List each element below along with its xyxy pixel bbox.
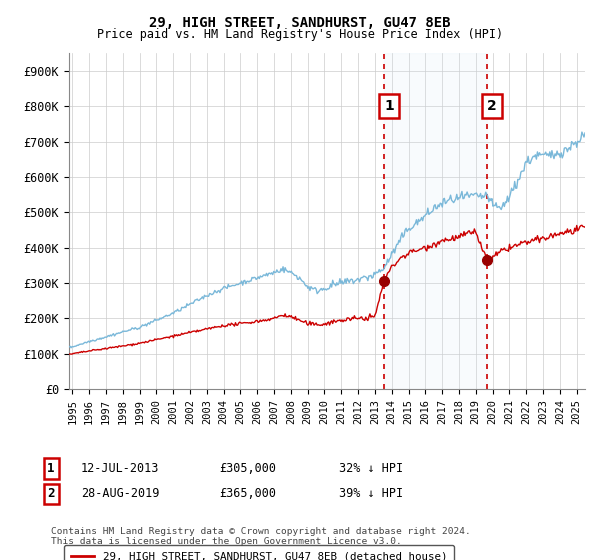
Text: 39% ↓ HPI: 39% ↓ HPI [339, 487, 403, 501]
Text: 12-JUL-2013: 12-JUL-2013 [81, 462, 160, 475]
Text: 29, HIGH STREET, SANDHURST, GU47 8EB: 29, HIGH STREET, SANDHURST, GU47 8EB [149, 16, 451, 30]
Text: 1: 1 [384, 99, 394, 113]
Text: 28-AUG-2019: 28-AUG-2019 [81, 487, 160, 501]
Text: 32% ↓ HPI: 32% ↓ HPI [339, 462, 403, 475]
Text: Contains HM Land Registry data © Crown copyright and database right 2024.
This d: Contains HM Land Registry data © Crown c… [51, 526, 471, 546]
Text: £365,000: £365,000 [219, 487, 276, 501]
Legend: 29, HIGH STREET, SANDHURST, GU47 8EB (detached house), HPI: Average price, detac: 29, HIGH STREET, SANDHURST, GU47 8EB (de… [64, 545, 454, 560]
Text: £305,000: £305,000 [219, 462, 276, 475]
Text: Price paid vs. HM Land Registry's House Price Index (HPI): Price paid vs. HM Land Registry's House … [97, 28, 503, 41]
Text: 1: 1 [47, 462, 55, 475]
Text: 2: 2 [47, 487, 55, 501]
Bar [384, 53, 487, 389]
Text: 2: 2 [487, 99, 497, 113]
